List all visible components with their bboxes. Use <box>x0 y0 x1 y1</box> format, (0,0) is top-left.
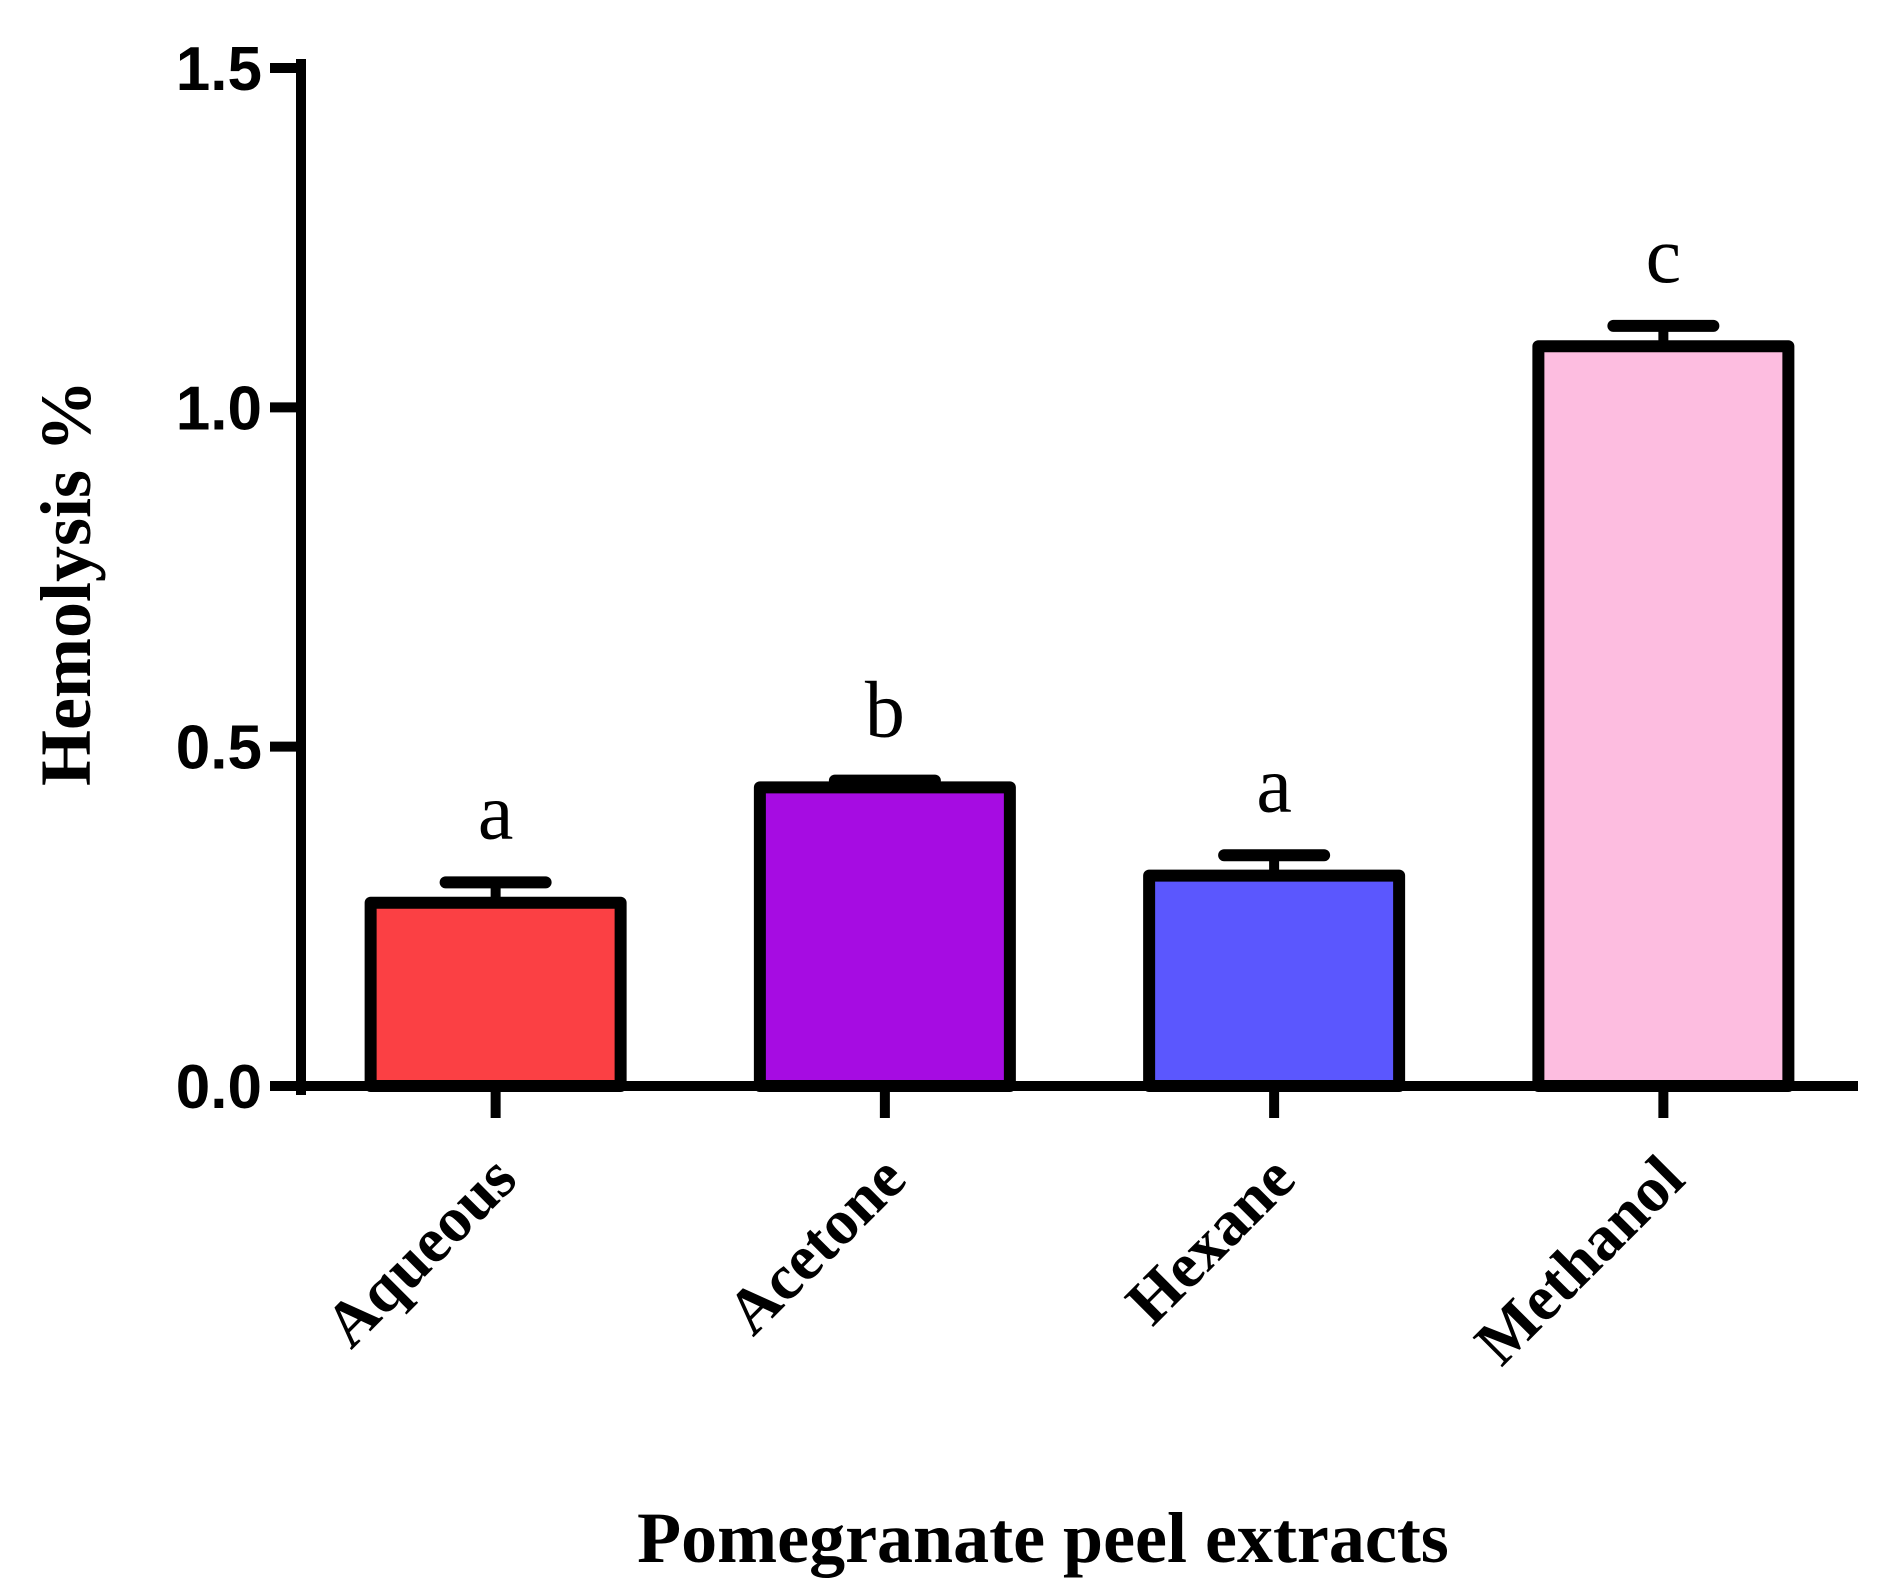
error-bars-layer <box>439 319 1720 903</box>
y-tick-label: 0.0 <box>176 1053 262 1122</box>
x-ticks-layer: Aqueous Acetone Hexane Methanol <box>311 1086 1697 1378</box>
bar-methanol <box>1532 340 1795 1092</box>
significance-label: a <box>478 768 514 856</box>
axes-layer <box>270 59 1858 1095</box>
bar-aqueous <box>364 896 627 1093</box>
bar-acetone <box>753 781 1016 1092</box>
bars-layer <box>364 340 1795 1093</box>
significance-labels-layer: a b a c <box>478 212 1681 857</box>
x-tick-label-hexane: Hexane <box>1112 1142 1308 1338</box>
y-tick-label: 1.5 <box>176 35 262 104</box>
bar-hexane <box>1143 869 1406 1093</box>
y-tick-label: 1.0 <box>176 374 262 443</box>
significance-label: b <box>865 667 905 755</box>
x-tick-label-aqueous: Aqueous <box>311 1142 530 1361</box>
y-tick-label: 0.5 <box>176 714 262 783</box>
x-tick-label-methanol: Methanol <box>1461 1142 1697 1378</box>
significance-label: c <box>1646 212 1682 300</box>
y-axis-title: Hemolysis % <box>26 380 106 786</box>
x-axis-title: Pomegranate peel extracts <box>637 1498 1449 1578</box>
significance-label: a <box>1256 741 1292 829</box>
y-ticks-layer: 0.0 0.5 1.0 1.5 <box>176 35 301 1122</box>
x-tick-label-acetone: Acetone <box>713 1142 919 1348</box>
